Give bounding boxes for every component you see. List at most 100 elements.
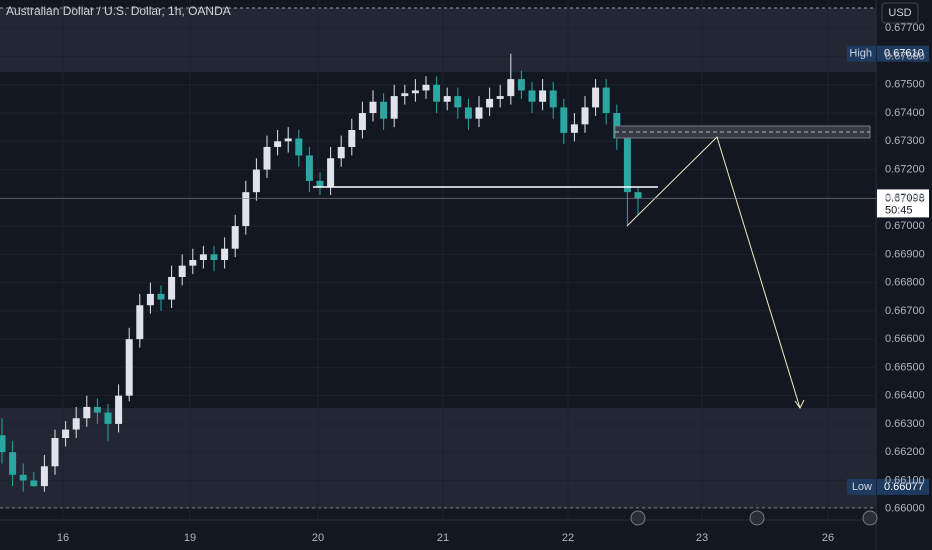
y-tick-label: 0.67300: [885, 135, 925, 147]
candle-body: [539, 90, 547, 102]
event-icon[interactable]: [630, 510, 646, 526]
candle-body: [19, 474, 27, 481]
candle-body: [411, 90, 419, 94]
y-tick-label: 0.67400: [885, 107, 925, 119]
candle-body: [581, 107, 589, 125]
marker-value-box: [877, 478, 929, 495]
y-tick-label: 0.67700: [885, 22, 925, 34]
y-tick-label: 0.67500: [885, 79, 925, 91]
countdown: 50:45: [885, 204, 913, 216]
candle-body: [358, 113, 366, 130]
candle-body: [104, 412, 112, 424]
x-tick-label: 23: [696, 532, 708, 544]
candle-body: [380, 101, 388, 119]
y-tick-label: 0.66900: [885, 248, 925, 260]
y-tick-label: 0.66300: [885, 418, 925, 430]
candle-body: [602, 87, 610, 114]
candle-body: [570, 124, 578, 133]
y-tick-label: 0.66400: [885, 390, 925, 402]
candle-body: [72, 418, 80, 430]
candle-body: [486, 98, 494, 108]
candle-body: [327, 158, 335, 187]
x-tick-label: 20: [312, 532, 324, 544]
candle-body: [0, 435, 6, 453]
projection-path: [626, 136, 801, 409]
y-tick-label: 0.66800: [885, 277, 925, 289]
y-tick-label: 0.66000: [885, 503, 925, 515]
candle-body: [422, 84, 430, 91]
candle-body: [210, 254, 218, 260]
arrow-head: [794, 399, 805, 409]
candle-body: [231, 226, 239, 249]
x-tick-label: 21: [437, 532, 449, 544]
candle-body: [263, 146, 271, 170]
y-tick-label: 0.66600: [885, 333, 925, 345]
y-tick-label: 0.67000: [885, 220, 925, 232]
candle-body: [337, 146, 345, 159]
x-tick-label: 26: [822, 532, 834, 544]
candle-body: [464, 107, 472, 119]
grid: [0, 0, 876, 520]
candle-body: [443, 96, 451, 102]
event-icon[interactable]: [862, 510, 878, 526]
candle-body: [9, 452, 17, 475]
y-tick-label: 0.67600: [885, 50, 925, 62]
candle-body: [284, 138, 292, 142]
candle-body: [40, 466, 48, 487]
marker-label: High: [849, 48, 872, 60]
candle-body: [623, 138, 631, 193]
candle-body: [454, 96, 462, 108]
chart-title: Australian Dollar / U.S. Dollar, 1h, OAN…: [6, 4, 231, 18]
marker-tag: [847, 478, 876, 495]
x-tick-label: 22: [562, 532, 574, 544]
y-tick-label: 0.66100: [885, 474, 925, 486]
candle-body: [146, 293, 154, 306]
last-price-box: [877, 189, 929, 218]
candle-body: [592, 87, 600, 108]
candle-body: [348, 130, 356, 147]
currency-button[interactable]: [881, 2, 919, 24]
y-tick-label: 0.66200: [885, 446, 925, 458]
y-tick-label: 0.67100: [885, 192, 925, 204]
candle-body: [549, 90, 557, 108]
marker-value: 0.66077: [884, 481, 924, 493]
supply-zone: [0, 8, 876, 72]
candle-body: [125, 339, 133, 396]
candle-body: [634, 192, 642, 199]
candle-body: [295, 138, 303, 156]
x-tick-label: 16: [57, 532, 69, 544]
candle-body: [62, 429, 70, 439]
candle-body: [305, 155, 313, 181]
candle-body: [83, 406, 91, 419]
candle-body: [316, 180, 324, 187]
currency-label[interactable]: USD: [888, 7, 911, 19]
candle-body: [178, 265, 186, 277]
candle-body: [189, 260, 197, 266]
candle-body: [30, 480, 38, 487]
marker-value: 0.67610: [884, 48, 924, 60]
candle-body: [168, 276, 176, 300]
candle-body: [433, 84, 441, 102]
candle-body: [528, 90, 536, 102]
candles: [0, 53, 642, 492]
marker-tag: [847, 45, 876, 62]
candle-body: [136, 305, 144, 340]
candle-body: [369, 101, 377, 114]
candle-body: [199, 254, 207, 260]
last-price-label: 0.67098: [885, 192, 925, 204]
candle-body: [517, 79, 525, 91]
marker-value-box: [877, 45, 929, 62]
candle-body: [496, 96, 504, 99]
candle-body: [390, 96, 398, 119]
y-tick-label: 0.66700: [885, 305, 925, 317]
x-tick-label: 19: [184, 532, 196, 544]
candle-body: [93, 406, 101, 413]
demand-zone: [0, 408, 876, 508]
candle-body: [560, 107, 568, 133]
event-icon[interactable]: [749, 510, 765, 526]
candle-body: [252, 169, 260, 193]
candle-body: [51, 438, 59, 467]
y-tick-label: 0.67200: [885, 163, 925, 175]
candle-body: [115, 395, 123, 424]
